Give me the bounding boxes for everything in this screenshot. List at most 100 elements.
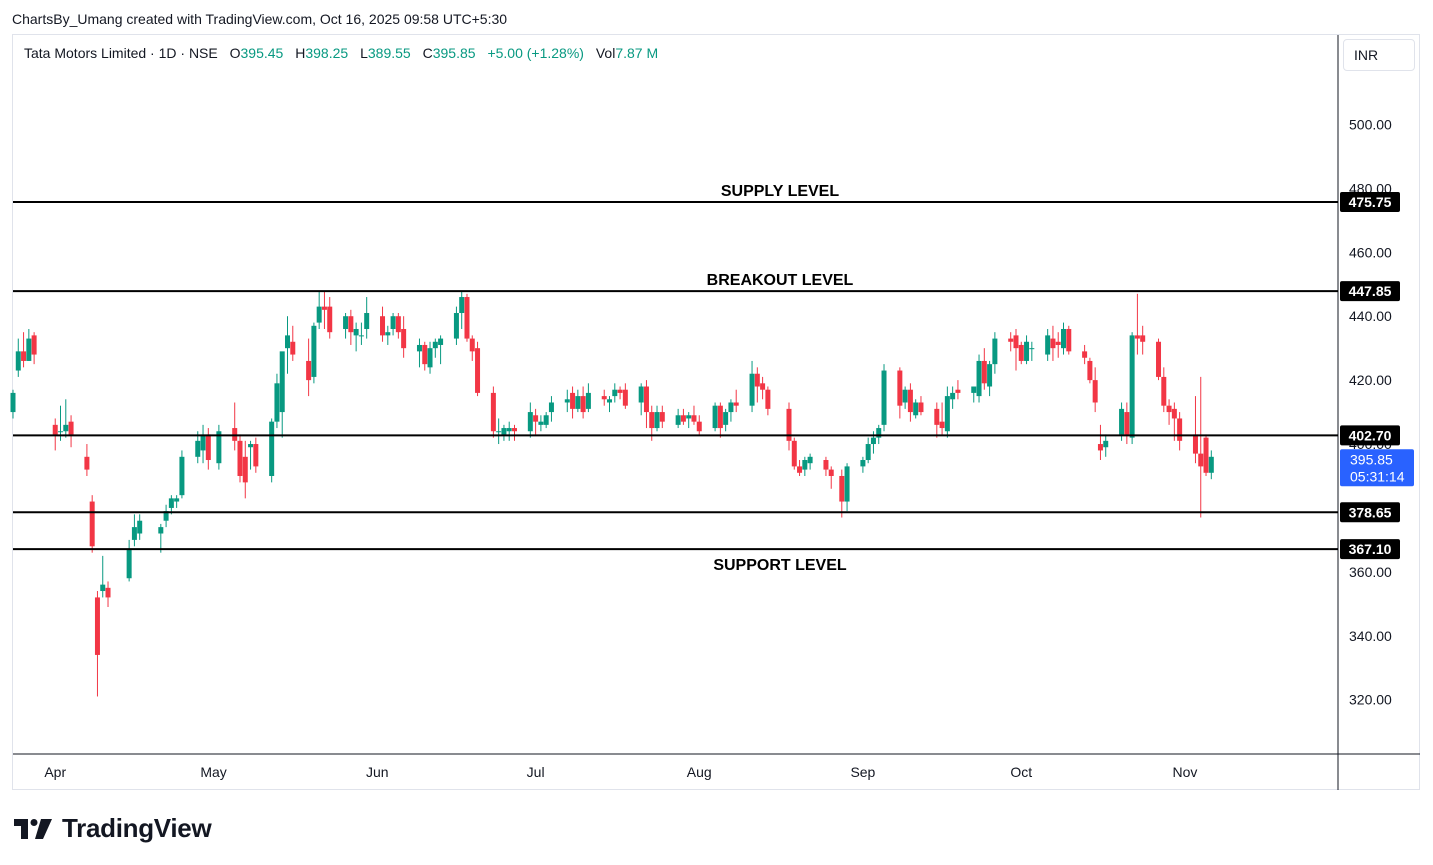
candle-body: [432, 341, 438, 349]
countdown-label: 05:31:14: [1350, 468, 1405, 484]
candle-body: [1161, 376, 1167, 406]
candle-body: [649, 412, 655, 429]
candle-body: [205, 434, 211, 461]
candle-body: [490, 392, 496, 432]
candle-body: [538, 421, 544, 425]
candle-body: [696, 421, 702, 432]
level-label: SUPPLY LEVEL: [721, 183, 839, 200]
candle-body: [475, 348, 481, 393]
candle-body: [401, 328, 407, 349]
price-tick-label: 460.00: [1349, 244, 1392, 260]
candle-body: [987, 364, 993, 387]
candle-body: [253, 444, 259, 467]
level-price-label: 367.10: [1349, 541, 1392, 557]
candle-body: [380, 316, 386, 336]
symbol-name[interactable]: Tata Motors Limited · 1D · NSE: [24, 45, 218, 61]
candle-body: [15, 351, 21, 371]
candle-body: [913, 402, 919, 416]
candle-body: [733, 402, 739, 406]
time-tick-label: Nov: [1172, 764, 1197, 780]
candle-body: [585, 392, 591, 409]
volume-value: 7.87 M: [615, 45, 659, 61]
candle-body: [364, 313, 370, 329]
candle-body: [1124, 412, 1130, 435]
candle-body: [612, 389, 618, 397]
candle-body: [934, 408, 940, 425]
candle-body: [765, 389, 771, 409]
candle-body: [723, 412, 729, 425]
candle-body: [1029, 348, 1035, 350]
candle-body: [902, 389, 908, 403]
candle-body: [950, 392, 956, 400]
price-tick-label: 440.00: [1349, 308, 1392, 324]
tradingview-logo-icon: [14, 818, 52, 839]
candle-body: [823, 460, 829, 470]
candle-body: [1203, 437, 1209, 473]
candle-body: [1050, 338, 1056, 349]
candle-body: [575, 396, 581, 409]
candle-body: [459, 297, 465, 314]
candle-body: [860, 460, 866, 467]
candle-body: [807, 456, 813, 464]
time-tick-label: Oct: [1010, 764, 1032, 780]
change-value: +5.00 (+1.28%): [487, 45, 584, 61]
high-value: 398.25: [305, 45, 349, 61]
time-tick-label: Sep: [850, 764, 875, 780]
candle-body: [791, 440, 797, 467]
currency-selector[interactable]: INR: [1343, 39, 1415, 71]
candle-body: [749, 373, 755, 406]
candle-body: [316, 306, 322, 323]
candle-body: [865, 444, 871, 461]
candle-body: [728, 402, 734, 413]
candle-body: [1013, 335, 1019, 349]
high-label: H: [295, 45, 306, 61]
candle-body: [1119, 408, 1125, 435]
candle-body: [174, 498, 180, 502]
candle-body: [453, 313, 459, 339]
candle-body: [564, 399, 570, 403]
low-value: 389.55: [367, 45, 411, 61]
candle-body: [89, 501, 95, 547]
candle-body: [353, 328, 359, 336]
level-price-label: 402.70: [1349, 427, 1392, 443]
candle-body: [10, 392, 16, 413]
candle-body: [828, 469, 834, 476]
time-tick-label: May: [200, 764, 226, 780]
candle-body: [802, 460, 808, 470]
open-value: 395.45: [240, 45, 284, 61]
candle-body: [1198, 453, 1204, 467]
candle-body: [511, 428, 517, 432]
candle-body: [844, 466, 850, 502]
candle-body: [955, 389, 961, 393]
tradingview-brand[interactable]: TradingView: [14, 813, 212, 844]
open-label: O: [229, 45, 241, 61]
candle-body: [58, 431, 64, 433]
candle-body: [971, 386, 977, 393]
last-price-label: 395.85: [1350, 451, 1393, 467]
low-label: L: [360, 45, 368, 61]
candle-body: [306, 360, 312, 381]
candle-body: [1018, 344, 1024, 361]
candle-body: [100, 584, 106, 592]
candle-body: [839, 475, 845, 502]
candle-body: [754, 373, 760, 387]
close-value: 395.85: [432, 45, 476, 61]
price-tick-label: 340.00: [1349, 628, 1392, 644]
candle-body: [290, 341, 296, 355]
candle-body: [269, 421, 275, 476]
candle-body: [1055, 341, 1061, 345]
candle-body: [654, 412, 660, 429]
price-tick-label: 500.00: [1349, 116, 1392, 132]
brand-name: TradingView: [62, 813, 212, 843]
candle-body: [469, 338, 475, 352]
candle-body: [786, 408, 792, 441]
candle-body: [1156, 341, 1162, 377]
candle-body: [358, 335, 364, 337]
candle-body: [981, 360, 987, 384]
candle-body: [395, 316, 401, 333]
candle-body: [274, 383, 280, 422]
candle-body: [1097, 444, 1103, 451]
level-price-tag: [1340, 502, 1400, 523]
candle-body: [1140, 335, 1146, 342]
